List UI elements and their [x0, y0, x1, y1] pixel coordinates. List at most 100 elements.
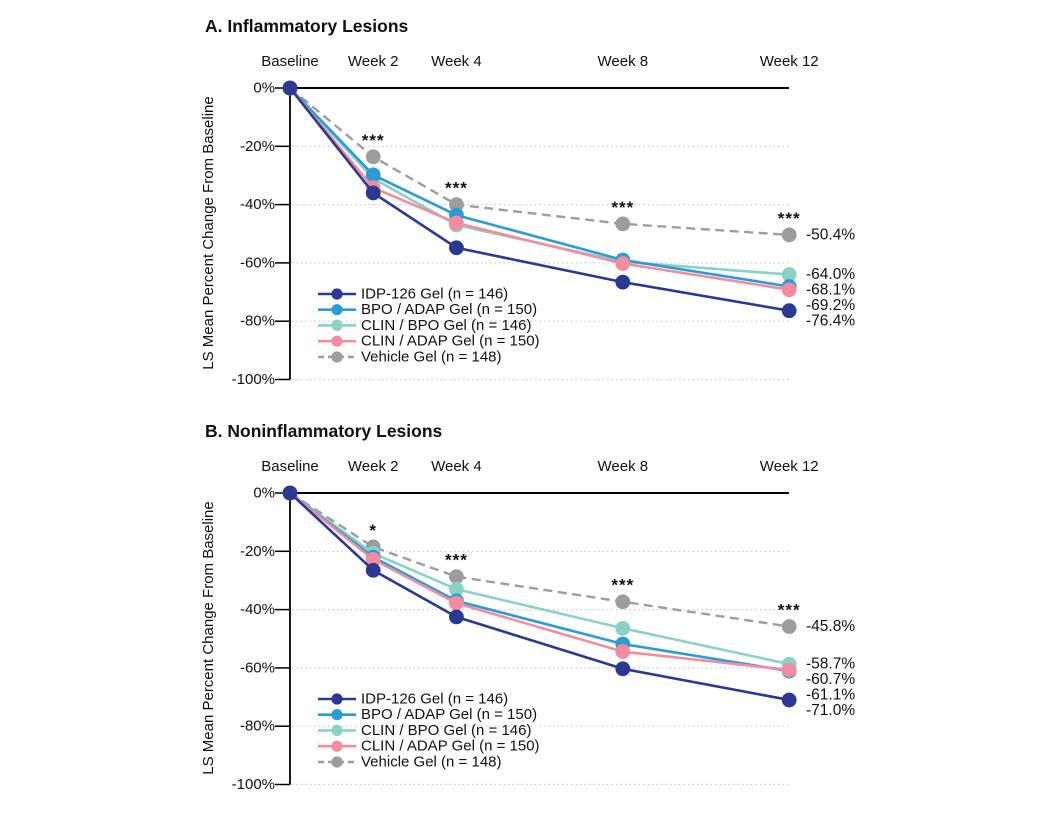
legend-item-vehicle-gel-n-148: Vehicle Gel (n = 148) [318, 349, 502, 366]
data-point-idp-126-gel-n-146 [449, 240, 464, 256]
x-axis-label-baseline: Baseline [261, 53, 319, 70]
legend-item-idp-126-gel-n-146: IDP-126 Gel (n = 146) [318, 286, 508, 303]
y-tick-label: 0% [253, 485, 275, 502]
legend-label: Vehicle Gel (n = 148) [361, 754, 502, 771]
series-line-clin-bpo-gel-n-146 [289, 491, 790, 666]
data-point-clin-bpo-gel-n-146 [615, 620, 631, 636]
data-point-idp-126-gel-n-146 [282, 485, 298, 501]
data-point-vehicle-gel-n-148 [615, 594, 631, 610]
data-point-idp-126-gel-n-146 [282, 80, 298, 96]
y-tick-label: -20% [240, 543, 275, 560]
data-point-idp-126-gel-n-146 [781, 692, 797, 708]
legend-marker-dot [331, 693, 343, 705]
end-value-label-clin-bpo-gel-n-146: -58.7% [806, 656, 855, 673]
legend-item-bpo-adap-gel-n-150: BPO / ADAP Gel (n = 150) [318, 706, 537, 723]
legend-marker-dot [331, 740, 343, 752]
legend-label: IDP-126 Gel (n = 146) [361, 286, 508, 303]
legend-item-idp-126-gel-n-146: IDP-126 Gel (n = 146) [318, 691, 508, 708]
data-point-idp-126-gel-n-146 [615, 274, 631, 290]
significance-marker: *** [445, 551, 468, 570]
legend-item-vehicle-gel-n-148: Vehicle Gel (n = 148) [318, 754, 502, 771]
series-line-bpo-adap-gel-n-150 [289, 87, 790, 288]
legend-item-clin-adap-gel-n-150: CLIN / ADAP Gel (n = 150) [318, 333, 540, 350]
data-point-clin-adap-gel-n-150 [781, 662, 797, 678]
panel-title: B. Noninflammatory Lesions [205, 421, 443, 441]
legend-label: IDP-126 Gel (n = 146) [361, 691, 508, 708]
series-line-vehicle-gel-n-148 [289, 491, 790, 628]
x-axis-label-week-4: Week 4 [431, 458, 482, 475]
legend-label: Vehicle Gel (n = 148) [361, 349, 502, 366]
significance-marker: *** [445, 179, 468, 198]
end-value-label-vehicle-gel-n-148: -50.4% [806, 226, 855, 243]
data-point-clin-bpo-gel-n-146 [449, 581, 464, 597]
legend-item-clin-bpo-gel-n-146: CLIN / BPO Gel (n = 146) [318, 722, 532, 739]
x-axis-label-week-8: Week 8 [598, 458, 649, 475]
data-point-bpo-adap-gel-n-150 [365, 167, 381, 183]
x-axis-label-week-8: Week 8 [598, 53, 649, 70]
legend-label: CLIN / ADAP Gel (n = 150) [361, 333, 540, 350]
panel-a: A. Inflammatory Lesions 0% -20% -40% -60% -80… [200, 16, 855, 388]
y-axis-title: LS Mean Percent Change From Baseline [200, 501, 217, 774]
y-axis-title: LS Mean Percent Change From Baseline [200, 96, 217, 369]
data-point-clin-bpo-gel-n-146 [781, 267, 797, 282]
significance-marker: *** [778, 601, 801, 620]
series-line-bpo-adap-gel-n-150 [289, 491, 790, 673]
legend-label: CLIN / ADAP Gel (n = 150) [361, 738, 540, 755]
data-point-idp-126-gel-n-146 [449, 609, 464, 625]
significance-marker: *** [362, 131, 385, 150]
y-tick-label: -40% [240, 196, 275, 213]
end-value-label-vehicle-gel-n-148: -45.8% [806, 618, 855, 635]
end-value-label-clin-adap-gel-n-150: -60.7% [806, 671, 855, 688]
legend-item-clin-adap-gel-n-150: CLIN / ADAP Gel (n = 150) [318, 738, 540, 755]
data-point-vehicle-gel-n-148 [449, 197, 464, 213]
y-tick-label: -80% [240, 718, 275, 735]
data-point-clin-adap-gel-n-150 [615, 644, 631, 659]
end-value-label-bpo-adap-gel-n-150: -68.1% [806, 282, 855, 299]
legend-marker-dot [331, 319, 343, 331]
end-value-label-clin-bpo-gel-n-146: -64.0% [806, 266, 855, 283]
data-point-clin-adap-gel-n-150 [365, 552, 381, 567]
end-value-label-idp-126-gel-n-146: -76.4% [806, 313, 855, 330]
data-point-vehicle-gel-n-148 [615, 216, 631, 232]
legend-label: CLIN / BPO Gel (n = 146) [361, 317, 532, 334]
x-axis-label-baseline: Baseline [261, 458, 319, 475]
legend-marker-dot [331, 756, 343, 768]
data-point-clin-adap-gel-n-150 [781, 282, 797, 298]
legend-item-bpo-adap-gel-n-150: BPO / ADAP Gel (n = 150) [318, 301, 537, 318]
panel-title: A. Inflammatory Lesions [205, 16, 409, 36]
legend-marker-dot [331, 351, 343, 363]
y-tick-label: -60% [240, 659, 275, 676]
data-point-vehicle-gel-n-148 [781, 619, 797, 634]
panel-b: B. Noninflammatory Lesions 0% -20% -40% -60%… [200, 421, 855, 793]
legend-item-clin-bpo-gel-n-146: CLIN / BPO Gel (n = 146) [318, 317, 532, 334]
y-tick-label: -80% [240, 313, 275, 330]
data-point-clin-adap-gel-n-150 [449, 595, 464, 611]
x-axis-label-week-4: Week 4 [431, 53, 482, 70]
legend-label: BPO / ADAP Gel (n = 150) [361, 706, 537, 723]
significance-marker: * [369, 521, 377, 540]
y-tick-label: -40% [240, 601, 275, 618]
legend-marker-dot [331, 288, 343, 300]
x-axis-label-week-2: Week 2 [348, 53, 399, 70]
y-tick-label: -100% [232, 776, 275, 793]
data-point-idp-126-gel-n-146 [781, 303, 797, 319]
legend-label: BPO / ADAP Gel (n = 150) [361, 301, 537, 318]
end-value-label-idp-126-gel-n-146: -71.0% [806, 702, 855, 719]
data-point-vehicle-gel-n-148 [365, 149, 381, 165]
y-tick-label: -60% [240, 254, 275, 271]
data-point-idp-126-gel-n-146 [615, 661, 631, 677]
x-axis-label-week-12: Week 12 [760, 53, 819, 70]
series-line-idp-126-gel-n-146 [289, 492, 790, 702]
y-tick-label: -100% [232, 371, 275, 388]
data-point-vehicle-gel-n-148 [781, 227, 797, 243]
data-point-clin-adap-gel-n-150 [449, 215, 464, 231]
data-point-vehicle-gel-n-148 [449, 569, 464, 585]
series-line-clin-adap-gel-n-150 [289, 87, 790, 292]
significance-marker: *** [611, 576, 634, 595]
significance-marker: *** [778, 209, 801, 228]
x-axis-label-week-2: Week 2 [348, 458, 399, 475]
data-point-clin-adap-gel-n-150 [615, 256, 631, 271]
y-tick-label: -20% [240, 138, 275, 155]
